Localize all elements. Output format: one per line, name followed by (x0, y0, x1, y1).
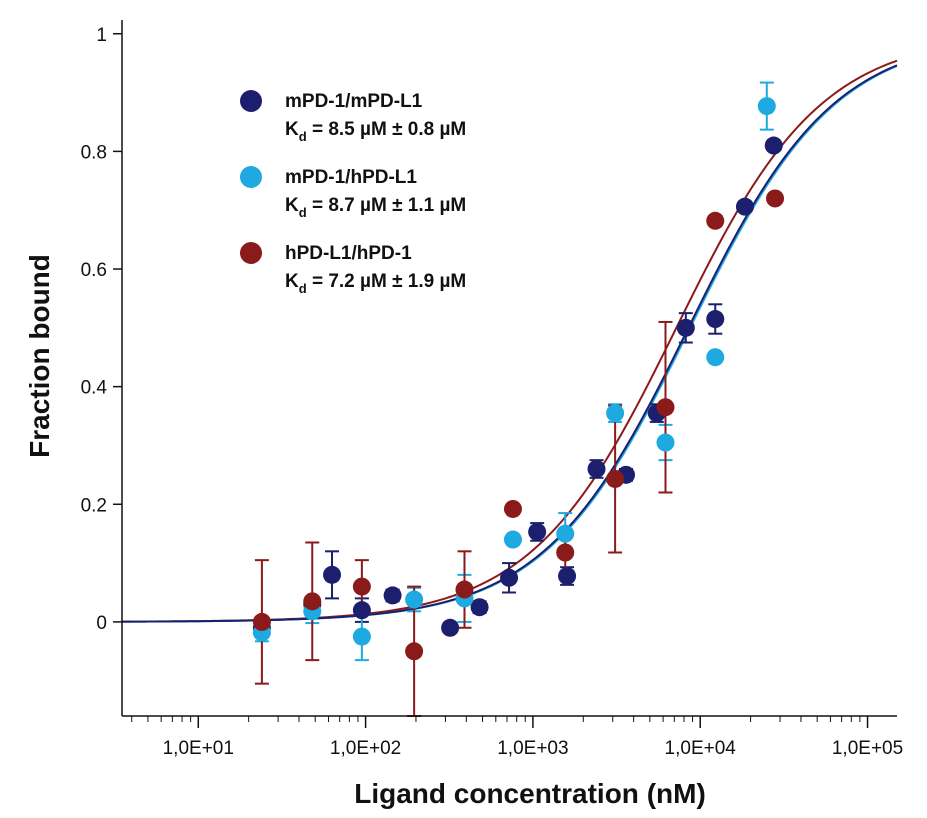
data-point-series-3 (303, 592, 322, 611)
legend-marker (240, 90, 262, 112)
data-point-series-2 (556, 524, 575, 543)
data-point-series-3 (352, 577, 371, 596)
x-tick-label: 1,0E+01 (163, 738, 234, 759)
y-tick-label: 0.4 (81, 378, 108, 399)
data-point-series-3 (252, 612, 271, 631)
data-point-series-3 (706, 211, 725, 230)
data-point-series-1 (706, 310, 725, 329)
data-points (252, 97, 785, 661)
legend-marker (240, 166, 262, 188)
data-point-series-1 (441, 618, 460, 637)
data-point-series-1 (383, 586, 402, 605)
legend-series-name: hPD-L1/hPD-1 (285, 243, 412, 264)
data-point-series-2 (706, 348, 725, 367)
data-point-series-3 (606, 469, 625, 488)
legend-kd-value: Kd = 7.2 µM ± 1.9 µM (285, 271, 466, 296)
data-point-series-1 (528, 522, 547, 541)
data-point-series-1 (470, 598, 489, 617)
y-tick-label: 0 (96, 613, 107, 634)
data-point-series-1 (587, 459, 606, 478)
data-point-series-1 (764, 136, 783, 155)
data-point-series-2 (503, 530, 522, 549)
data-point-series-3 (766, 189, 785, 208)
data-point-series-3 (503, 499, 522, 518)
data-point-series-2 (352, 627, 371, 646)
legend-kd-value: Kd = 8.7 µM ± 1.1 µM (285, 195, 466, 220)
x-tick-label: 1,0E+02 (330, 738, 401, 759)
data-point-series-2 (405, 590, 424, 609)
y-tick-label: 1 (96, 25, 107, 46)
data-point-series-1 (676, 318, 695, 337)
y-tick-label: 0.6 (81, 260, 107, 281)
legend-marker (240, 242, 262, 264)
data-point-series-1 (352, 601, 371, 620)
data-point-series-2 (656, 433, 675, 452)
legend-series-name: mPD-1/mPD-L1 (285, 91, 423, 112)
data-point-series-2 (606, 404, 625, 423)
y-tick-label: 0.2 (81, 495, 107, 516)
data-point-series-2 (757, 97, 776, 116)
data-point-series-3 (405, 642, 424, 661)
legend: mPD-1/mPD-L1 Kd = 8.5 µM ± 0.8 µM mPD-1/hP… (240, 90, 466, 296)
data-point-series-1 (558, 567, 577, 586)
y-tick-label: 0.8 (81, 142, 107, 163)
data-point-series-3 (556, 543, 575, 562)
axes: 0 0.2 0.4 0.6 0.8 1 1,0E+01 1,0E+02 1,0E+03 1,0E+… (81, 20, 903, 759)
legend-entry-3: hPD-L1/hPD-1 Kd = 7.2 µM ± 1.9 µM (240, 242, 466, 296)
x-tick-label: 1,0E+05 (832, 738, 903, 759)
x-tick-label: 1,0E+04 (665, 738, 737, 759)
data-point-series-3 (656, 398, 675, 417)
legend-entry-1: mPD-1/mPD-L1 Kd = 8.5 µM ± 0.8 µM (240, 90, 466, 144)
data-point-series-1 (735, 197, 754, 216)
y-axis-title: Fraction bound (24, 254, 55, 458)
legend-series-name: mPD-1/hPD-L1 (285, 167, 417, 188)
legend-kd-value: Kd = 8.5 µM ± 0.8 µM (285, 119, 466, 144)
data-point-series-1 (323, 565, 342, 584)
legend-entry-2: mPD-1/hPD-L1 Kd = 8.7 µM ± 1.1 µM (240, 166, 466, 220)
x-tick-label: 1,0E+03 (497, 738, 568, 759)
data-point-series-3 (455, 580, 474, 599)
x-axis-title: Ligand concentration (nM) (354, 778, 706, 809)
data-point-series-1 (500, 568, 519, 587)
